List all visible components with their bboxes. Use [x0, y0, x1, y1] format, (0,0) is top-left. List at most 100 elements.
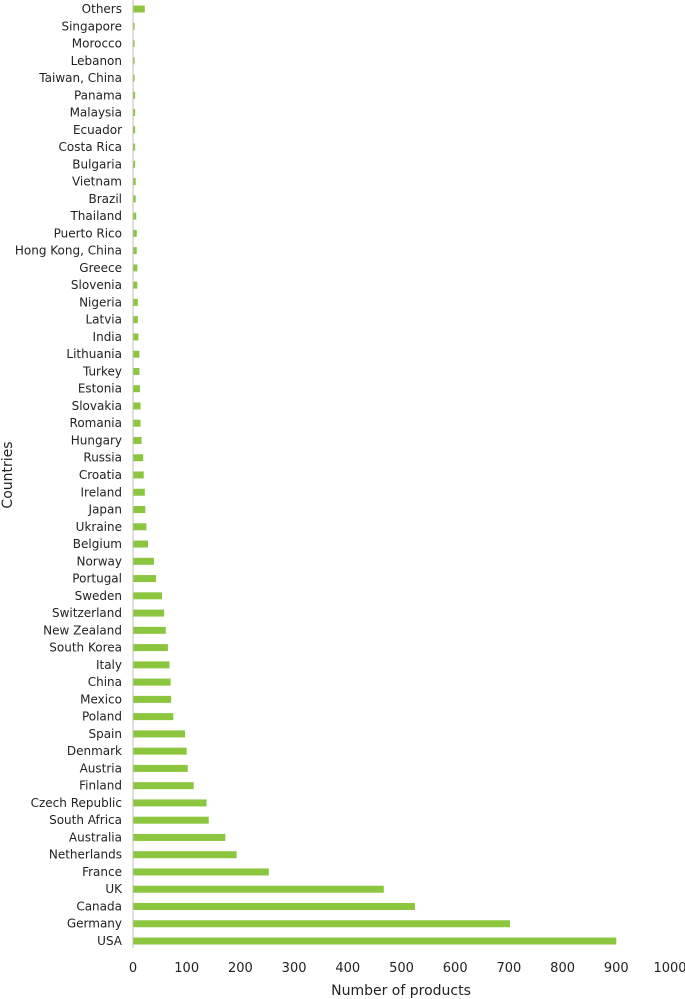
bar-ukraine [133, 523, 147, 531]
bar-france [133, 868, 269, 876]
bar-portugal [133, 575, 157, 583]
category-label: Puerto Rico [54, 226, 122, 240]
category-label: USA [97, 934, 123, 948]
category-label: Finland [79, 779, 122, 793]
category-label: Greece [79, 261, 122, 275]
category-label: Croatia [79, 468, 122, 482]
bar-hungary [133, 436, 142, 444]
category-label: New Zealand [43, 623, 122, 637]
category-label: Morocco [72, 37, 122, 51]
category-label: Mexico [80, 692, 122, 706]
category-label: Japan [88, 503, 122, 517]
bar-puerto-rico [133, 229, 137, 237]
bar-slovakia [133, 402, 141, 410]
category-label: Lithuania [66, 347, 122, 361]
x-tick-label: 600 [443, 961, 468, 976]
bar-poland [133, 713, 174, 721]
bar-spain [133, 730, 186, 738]
bar-italy [133, 661, 170, 669]
bar-netherlands [133, 851, 237, 859]
category-label: Slovakia [72, 399, 122, 413]
category-label: China [88, 675, 122, 689]
bar-croatia [133, 471, 144, 479]
bar-sweden [133, 592, 162, 600]
bar-morocco [133, 40, 135, 48]
bar-denmark [133, 747, 187, 755]
category-label: South Africa [49, 813, 122, 827]
bar-russia [133, 454, 144, 462]
bar-uk [133, 885, 384, 893]
bar-vietnam [133, 178, 136, 186]
bar-estonia [133, 385, 140, 393]
bar-switzerland [133, 609, 165, 617]
category-label: Vietnam [72, 175, 122, 189]
category-label: Slovenia [71, 278, 122, 292]
x-tick-label: 300 [282, 961, 307, 976]
category-label: Ecuador [73, 123, 122, 137]
bar-belgium [133, 540, 149, 548]
bar-costa-rica [133, 143, 136, 151]
category-label: Sweden [75, 589, 122, 603]
category-label: Others [82, 2, 122, 16]
bar-slovenia [133, 281, 138, 289]
category-label: Russia [83, 451, 122, 465]
category-label: Czech Republic [31, 796, 122, 810]
bar-south-korea [133, 644, 168, 652]
bar-ireland [133, 488, 145, 496]
x-tick-label: 1000 [653, 961, 685, 976]
category-label: Romania [70, 416, 122, 430]
category-label: UK [105, 882, 123, 896]
category-label: Poland [82, 710, 122, 724]
bar-brazil [133, 195, 136, 203]
category-label: Denmark [67, 744, 122, 758]
category-label: Lebanon [71, 54, 122, 68]
x-tick-label: 800 [550, 961, 575, 976]
bars-group [133, 5, 617, 945]
bar-ecuador [133, 126, 136, 134]
x-tick-label: 500 [389, 961, 414, 976]
category-label: Brazil [89, 192, 123, 206]
bar-greece [133, 264, 138, 272]
x-tick-label: 100 [174, 961, 199, 976]
bar-singapore [133, 22, 135, 30]
bar-norway [133, 557, 154, 565]
category-labels: USA Germany Canada UK France Netherlands Austr… [15, 2, 123, 948]
category-label: Singapore [61, 19, 122, 33]
category-label: Netherlands [49, 848, 122, 862]
bar-finland [133, 782, 194, 790]
x-tick-label: 900 [604, 961, 629, 976]
x-tick-label: 200 [228, 961, 253, 976]
x-tick-label: 0 [129, 961, 137, 976]
x-axis-title: Number of products [331, 983, 471, 999]
category-label: Latvia [85, 313, 122, 327]
bar-japan [133, 506, 146, 514]
bar-czech-republic [133, 799, 207, 807]
category-label: Malaysia [70, 106, 122, 120]
bar-hong-kong-china [133, 247, 137, 255]
category-label: Estonia [78, 382, 122, 396]
x-tick-label: 400 [335, 961, 360, 976]
category-label: Austria [80, 761, 122, 775]
category-label: France [82, 865, 122, 879]
category-label: Portugal [72, 572, 122, 586]
bar-mexico [133, 695, 172, 703]
bar-malaysia [133, 109, 136, 117]
bar-new-zealand [133, 626, 166, 634]
category-label: Panama [74, 88, 122, 102]
category-label: Taiwan, China [38, 71, 122, 85]
category-label: Hong Kong, China [15, 244, 122, 258]
category-label: Switzerland [52, 606, 122, 620]
bar-thailand [133, 212, 137, 220]
bar-nigeria [133, 298, 138, 306]
category-label: Bulgaria [72, 157, 122, 171]
bar-south-africa [133, 816, 209, 824]
bar-taiwan-china [133, 74, 135, 82]
x-tick-labels: 0 100 200 300 400 500 600 700 800 900 1000 [129, 961, 685, 976]
x-tick-label: 700 [496, 961, 521, 976]
category-label: Germany [67, 917, 122, 931]
bar-turkey [133, 367, 140, 375]
bar-austria [133, 764, 188, 772]
category-label: Ukraine [76, 520, 122, 534]
category-label: South Korea [49, 641, 122, 655]
